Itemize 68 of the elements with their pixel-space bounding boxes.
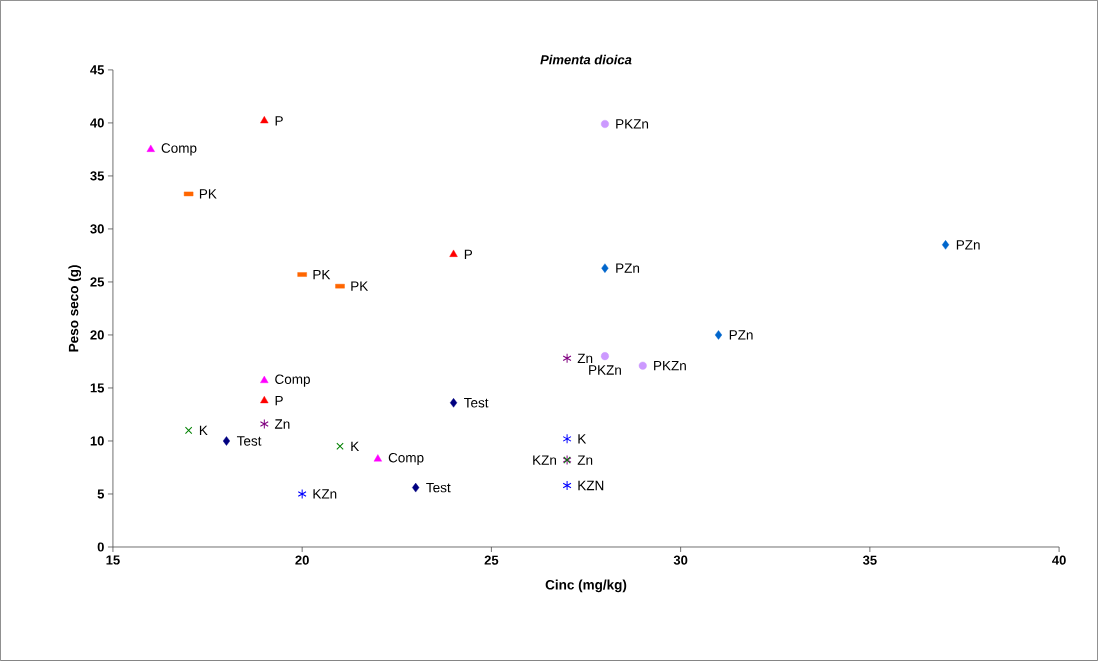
x-tick-label: 40 xyxy=(1052,555,1066,565)
point xyxy=(336,442,344,450)
y-tick-label: 40 xyxy=(90,118,104,128)
chart-title: Pimenta dioica xyxy=(540,54,632,65)
data-label: KZn xyxy=(313,489,337,499)
data-label: K xyxy=(199,425,208,436)
point xyxy=(297,489,307,500)
y-tick-label: 5 xyxy=(97,489,105,499)
point xyxy=(449,249,458,257)
data-label: KZN xyxy=(578,480,604,491)
data-label: PKZn xyxy=(616,119,649,129)
point xyxy=(260,116,269,124)
point xyxy=(714,330,723,340)
data-label: KZn xyxy=(533,455,557,465)
point xyxy=(412,482,420,493)
data-label: Comp xyxy=(161,143,197,156)
data-label: PK xyxy=(313,269,331,280)
point xyxy=(941,240,950,250)
data-label: K xyxy=(351,441,360,451)
y-axis-title: Peso seco (g) xyxy=(68,265,82,352)
data-label: Comp xyxy=(388,452,424,466)
point xyxy=(638,361,647,370)
data-label: K xyxy=(578,434,587,444)
data-label: PK xyxy=(199,189,217,199)
data-label: Comp xyxy=(275,374,310,387)
data-label: PZn xyxy=(956,240,980,250)
point xyxy=(146,144,155,152)
data-label: P xyxy=(275,396,283,406)
y-tick-label: 35 xyxy=(90,171,105,181)
data-label: PKZn xyxy=(589,365,621,375)
data-label: P xyxy=(464,249,473,260)
y-tick-label: 45 xyxy=(90,65,105,75)
point xyxy=(601,263,609,273)
point xyxy=(184,426,193,435)
point xyxy=(260,396,269,404)
point xyxy=(449,398,458,408)
data-label: Zn xyxy=(274,419,290,429)
data-label: P xyxy=(275,116,283,126)
data-label: PZn xyxy=(616,263,640,273)
data-label: PKZn xyxy=(654,361,686,371)
x-tick-label: 25 xyxy=(484,555,499,565)
y-tick-label: 10 xyxy=(90,436,104,446)
data-label: Zn xyxy=(577,455,593,465)
data-label: Test xyxy=(426,482,451,493)
y-tick-label: 25 xyxy=(90,277,105,287)
x-tick-label: 35 xyxy=(862,555,877,565)
x-tick-label: 15 xyxy=(106,555,120,565)
point xyxy=(259,419,269,430)
y-tick-label: 30 xyxy=(90,224,104,234)
data-label: PZn xyxy=(729,330,753,340)
x-axis-title: Cinc (mg/kg) xyxy=(545,579,627,593)
point xyxy=(562,433,572,444)
data-label: Zn xyxy=(577,353,593,363)
point xyxy=(562,480,572,491)
data-label: Test xyxy=(236,436,262,446)
x-tick-label: 30 xyxy=(673,555,688,565)
point xyxy=(600,352,609,361)
y-tick-label: 0 xyxy=(97,542,104,552)
point xyxy=(260,375,269,384)
data-label: Test xyxy=(464,398,489,408)
y-tick-label: 15 xyxy=(90,383,105,393)
x-tick-label: 20 xyxy=(295,555,309,565)
y-tick-label: 20 xyxy=(90,330,104,340)
point xyxy=(600,120,609,129)
point xyxy=(222,436,231,446)
point xyxy=(562,353,572,364)
point xyxy=(373,454,382,462)
data-label: PK xyxy=(351,281,369,291)
